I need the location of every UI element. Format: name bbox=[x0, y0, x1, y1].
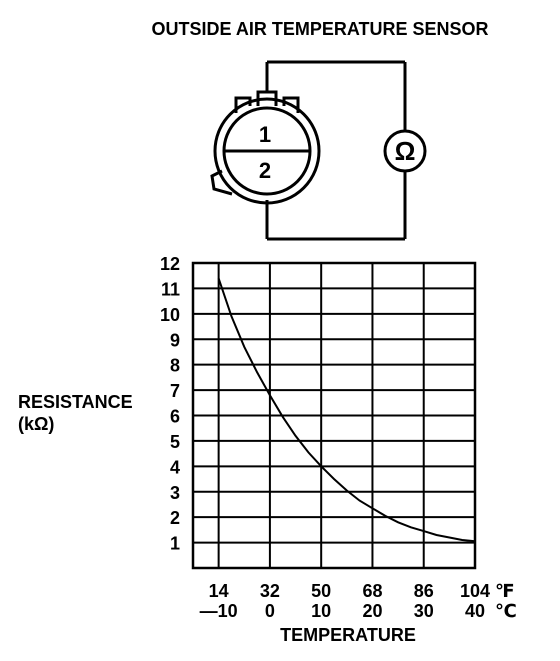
page-title: OUTSIDE AIR TEMPERATURE SENSOR bbox=[151, 19, 488, 39]
x-tick-label-fahrenheit: 104 bbox=[460, 581, 490, 601]
y-tick-label: 4 bbox=[170, 457, 180, 477]
connector-diagram bbox=[210, 60, 427, 241]
y-tick-label: 1 bbox=[170, 534, 180, 554]
y-tick-label: 8 bbox=[170, 356, 180, 376]
x-tick-label-fahrenheit: 86 bbox=[414, 581, 434, 601]
x-tick-label-fahrenheit: 32 bbox=[260, 581, 280, 601]
chart-grid bbox=[193, 262, 476, 568]
y-tick-label: 9 bbox=[170, 330, 180, 350]
x-axis-label: TEMPERATURE bbox=[280, 625, 416, 645]
x-tick-label-celsius: 40 bbox=[465, 601, 485, 621]
y-axis-label: RESISTANCE bbox=[18, 392, 133, 412]
y-tick-label: 2 bbox=[170, 508, 180, 528]
ohm-icon: Ω bbox=[395, 136, 416, 166]
y-tick-label: 7 bbox=[170, 381, 180, 401]
y-tick-label: 6 bbox=[170, 407, 180, 427]
x-tick-label-celsius: 30 bbox=[414, 601, 434, 621]
ohmmeter-circle bbox=[383, 129, 427, 173]
y-tick-label: 3 bbox=[170, 483, 180, 503]
x-tick-label-celsius: 10 bbox=[311, 601, 331, 621]
resistance-curve bbox=[217, 277, 476, 543]
y-axis-unit: (kΩ) bbox=[18, 414, 54, 434]
connector-side-tab bbox=[210, 169, 233, 196]
x-unit-celsius: ℃ bbox=[495, 601, 517, 621]
y-tick-label: 10 bbox=[160, 305, 180, 325]
x-unit-fahrenheit: ℉ bbox=[495, 581, 515, 601]
x-tick-label-fahrenheit: 14 bbox=[209, 581, 229, 601]
plot-frame bbox=[191, 261, 477, 570]
x-tick-label-celsius: 20 bbox=[362, 601, 382, 621]
y-tick-label: 5 bbox=[170, 432, 180, 452]
pin-2-label: 2 bbox=[259, 158, 271, 183]
connector-outer-ring bbox=[213, 97, 321, 205]
y-tick-label: 11 bbox=[161, 279, 180, 299]
x-tick-label-celsius: 0 bbox=[265, 601, 275, 621]
y-tick-label: 12 bbox=[160, 254, 180, 274]
x-tick-label-fahrenheit: 68 bbox=[362, 581, 382, 601]
pin-1-label: 1 bbox=[259, 122, 271, 147]
x-tick-label-celsius: —10 bbox=[200, 601, 238, 621]
x-tick-label-fahrenheit: 50 bbox=[311, 581, 331, 601]
